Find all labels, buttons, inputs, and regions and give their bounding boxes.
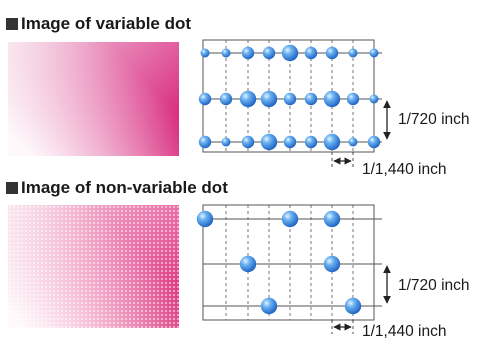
variable-ink-dot-l: [260, 133, 278, 151]
non-variable-dot-title-text: Image of non-variable dot: [21, 178, 228, 197]
variable-ink-dot-m: [367, 135, 381, 149]
variable-ink-dot-s: [348, 48, 358, 58]
variable-ink-dot-s: [221, 137, 231, 147]
non-variable-ink-dot-l: [260, 297, 278, 315]
title-square-icon: [6, 182, 18, 194]
non-variable-ink-dot-l: [323, 210, 341, 228]
non-variable-dot-title: Image of non-variable dot: [6, 178, 228, 198]
variable-ink-dot-m: [283, 135, 297, 149]
non-variable-ink-dot-l: [344, 297, 362, 315]
variable-dot-title-text: Image of variable dot: [21, 14, 192, 33]
variable-dot-title: Image of variable dot: [6, 14, 191, 34]
variable-ink-dot-m: [346, 92, 360, 106]
variable-ink-dot-m: [198, 92, 212, 106]
non-variable-ink-dot-l: [281, 210, 299, 228]
variable-ink-dot-m: [262, 46, 276, 60]
non-variable-dot-image-sample: [8, 205, 179, 328]
variable-ink-dot-l: [323, 90, 341, 108]
title-square-icon: [6, 18, 18, 30]
non-variable-ink-dot-l: [323, 255, 341, 273]
non-variable-horizontal-pitch-label: 1/1,440 inch: [362, 323, 447, 340]
variable-ink-dot-m: [304, 135, 318, 149]
non-variable-vertical-pitch-label: 1/720 inch: [398, 277, 470, 294]
variable-ink-dot-s: [348, 137, 358, 147]
variable-ink-dot-l: [239, 90, 257, 108]
variable-horizontal-pitch-label: 1/1,440 inch: [362, 161, 447, 178]
variable-ink-dot-s: [369, 94, 379, 104]
variable-ink-dot-l: [323, 133, 341, 151]
variable-ink-dot-l: [281, 44, 299, 62]
variable-ink-dot-m: [304, 46, 318, 60]
variable-vertical-pitch-label: 1/720 inch: [398, 111, 470, 128]
variable-dot-image-sample: [8, 42, 179, 156]
variable-ink-dot-m: [325, 46, 339, 60]
variable-ink-dot-s: [200, 48, 210, 58]
variable-ink-dot-m: [198, 135, 212, 149]
non-variable-ink-dot-l: [239, 255, 257, 273]
variable-ink-dot-l: [260, 90, 278, 108]
non-variable-grid-frame: [202, 204, 375, 321]
variable-ink-dot-m: [241, 46, 255, 60]
variable-ink-dot-s: [221, 48, 231, 58]
variable-ink-dot-s: [369, 48, 379, 58]
variable-ink-dot-m: [241, 135, 255, 149]
non-variable-ink-dot-l: [196, 210, 214, 228]
variable-ink-dot-m: [283, 92, 297, 106]
variable-ink-dot-m: [304, 92, 318, 106]
variable-ink-dot-m: [219, 92, 233, 106]
